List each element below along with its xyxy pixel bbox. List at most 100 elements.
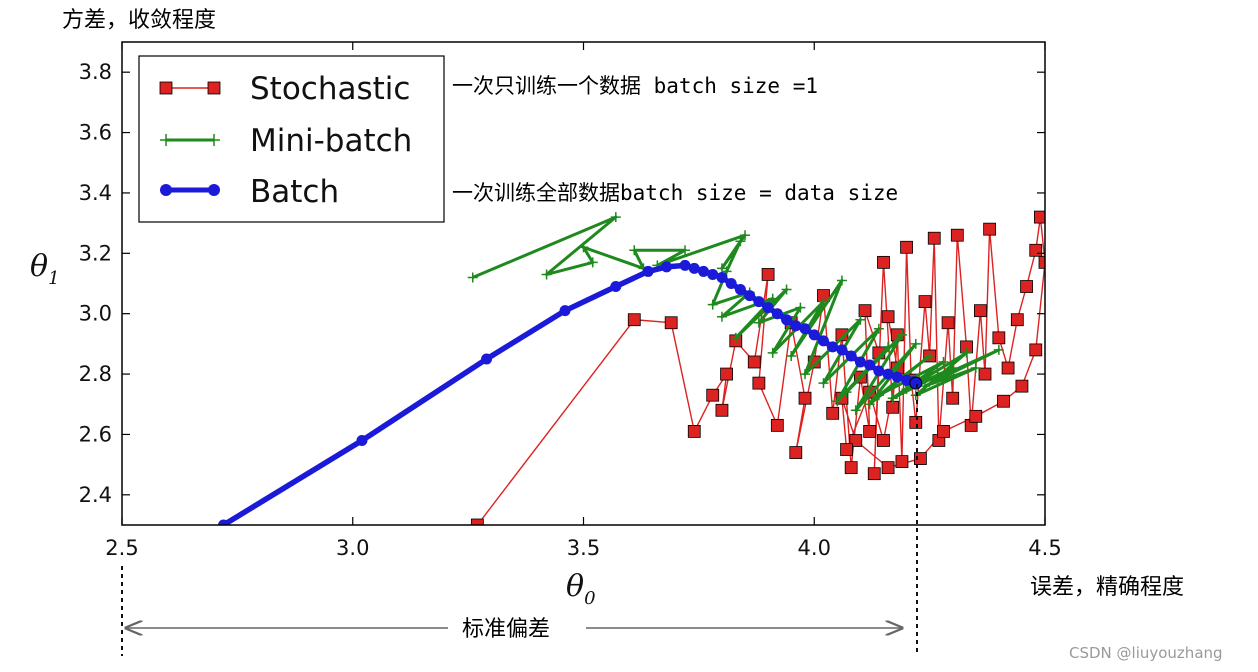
minibatch-point	[716, 311, 727, 322]
minibatch-point	[910, 338, 921, 349]
annotation-batch: 一次训练全部数据batch size = data size	[452, 181, 898, 205]
stochastic-point	[1029, 243, 1043, 257]
minibatch-point	[910, 390, 921, 401]
y-tick-label: 2.4	[79, 483, 112, 507]
stochastic-point	[844, 461, 858, 475]
minibatch-point	[938, 356, 949, 367]
minibatch-point	[920, 381, 931, 392]
batch-point	[481, 353, 493, 365]
minibatch-point	[850, 405, 861, 416]
legend-entry-stochastic: Stochastic	[159, 71, 410, 107]
minibatch-point	[740, 230, 751, 241]
batch-point	[836, 344, 848, 356]
batch-point	[864, 359, 876, 371]
minibatch-point	[947, 363, 958, 374]
batch-point	[661, 261, 673, 273]
batch-point	[808, 329, 820, 341]
minibatch-point	[795, 302, 806, 313]
y-tick-label: 3.2	[79, 241, 112, 265]
stochastic-point	[918, 295, 932, 309]
stochastic-point	[706, 388, 720, 402]
minibatch-point	[735, 236, 746, 247]
batch-point	[854, 356, 866, 368]
batch-point	[697, 265, 709, 277]
stochastic-point	[969, 409, 983, 423]
stochastic-point	[687, 425, 701, 438]
stochastic-point	[470, 518, 484, 525]
minibatch-point	[933, 372, 944, 383]
batch-point	[707, 268, 719, 280]
annotation-stochastic: 一次只训练一个数据 batch size =1	[452, 74, 818, 98]
legend-label-stochastic: Stochastic	[250, 71, 410, 107]
legend-entry-batch: Batch	[160, 174, 339, 210]
y-tick-label: 3.8	[79, 60, 112, 84]
y-tick-label: 2.6	[79, 422, 112, 446]
stochastic-point	[715, 403, 729, 417]
stochastic-point	[937, 425, 950, 438]
stochastic-point	[798, 391, 812, 405]
minibatch-point	[883, 341, 894, 352]
batch-point	[799, 323, 811, 335]
batch-point	[218, 519, 230, 525]
minibatch-point	[873, 390, 884, 401]
minibatch-point	[707, 299, 718, 310]
legend-label-batch: Batch	[250, 174, 339, 210]
minibatch-point	[873, 323, 884, 334]
stochastic-point	[881, 310, 895, 324]
series-layer	[218, 210, 1045, 525]
batch-point	[610, 281, 622, 293]
watermark: CSDN @liuyouzhang	[1069, 644, 1223, 662]
legend-marker-stochastic	[159, 81, 173, 95]
minibatch-point	[818, 378, 829, 389]
minibatch-point	[836, 275, 847, 286]
minibatch-point	[680, 245, 691, 256]
stochastic-point	[664, 316, 678, 330]
batch-point	[679, 259, 691, 271]
legend: Stochastic Mini-batch Batch	[138, 55, 445, 223]
batch-point	[642, 265, 654, 277]
batch-point	[559, 305, 571, 317]
y-tick-label: 2.8	[79, 362, 112, 386]
x-tick-label: 4.5	[1028, 536, 1061, 560]
legend-marker-batch	[160, 184, 172, 196]
x-tick-label: 3.5	[567, 536, 600, 560]
stochastic-point	[1020, 280, 1033, 293]
stochastic-point	[877, 434, 890, 447]
minibatch-point	[901, 384, 912, 395]
minibatch-point	[467, 272, 478, 283]
legend-marker-minibatch	[160, 134, 220, 146]
stochastic-point	[992, 331, 1006, 345]
minibatch-point	[767, 347, 778, 358]
stochastic-point	[900, 240, 913, 254]
batch-point	[845, 350, 857, 362]
stochastic-point	[627, 313, 641, 327]
annotation-std-dev: 标准偏差	[462, 617, 550, 642]
minibatch-point	[818, 296, 829, 307]
stochastic-point	[752, 376, 766, 390]
minibatch-point	[924, 350, 935, 361]
batch-point	[781, 314, 793, 326]
stochastic-point	[973, 304, 987, 318]
stochastic-point	[1029, 343, 1043, 357]
batch-point	[762, 302, 774, 314]
stochastic-point	[789, 446, 803, 459]
batch-point	[882, 368, 894, 380]
stochastic-point	[877, 255, 890, 269]
minibatch-point	[541, 269, 552, 280]
batch-point	[909, 376, 923, 390]
annotation-variance: 方差，收敛程度	[62, 8, 216, 33]
minibatch-point	[629, 245, 640, 256]
minibatch-point	[781, 284, 792, 295]
series-line-batch	[222, 262, 918, 525]
batch-point	[771, 308, 783, 320]
minibatch-point	[961, 347, 972, 358]
batch-point	[716, 271, 728, 283]
stochastic-point	[1001, 361, 1015, 375]
tick-layer: 2.5 3.0 3.5 4.0 4.5 2.4 2.6 2.8 3.0 3.2 3.4 3.6 3.8	[79, 42, 1062, 560]
stochastic-point	[867, 467, 881, 481]
batch-point	[734, 284, 746, 296]
x-axis-label: θ0	[566, 569, 596, 609]
stochastic-point	[1033, 210, 1045, 224]
minibatch-point	[970, 363, 981, 374]
